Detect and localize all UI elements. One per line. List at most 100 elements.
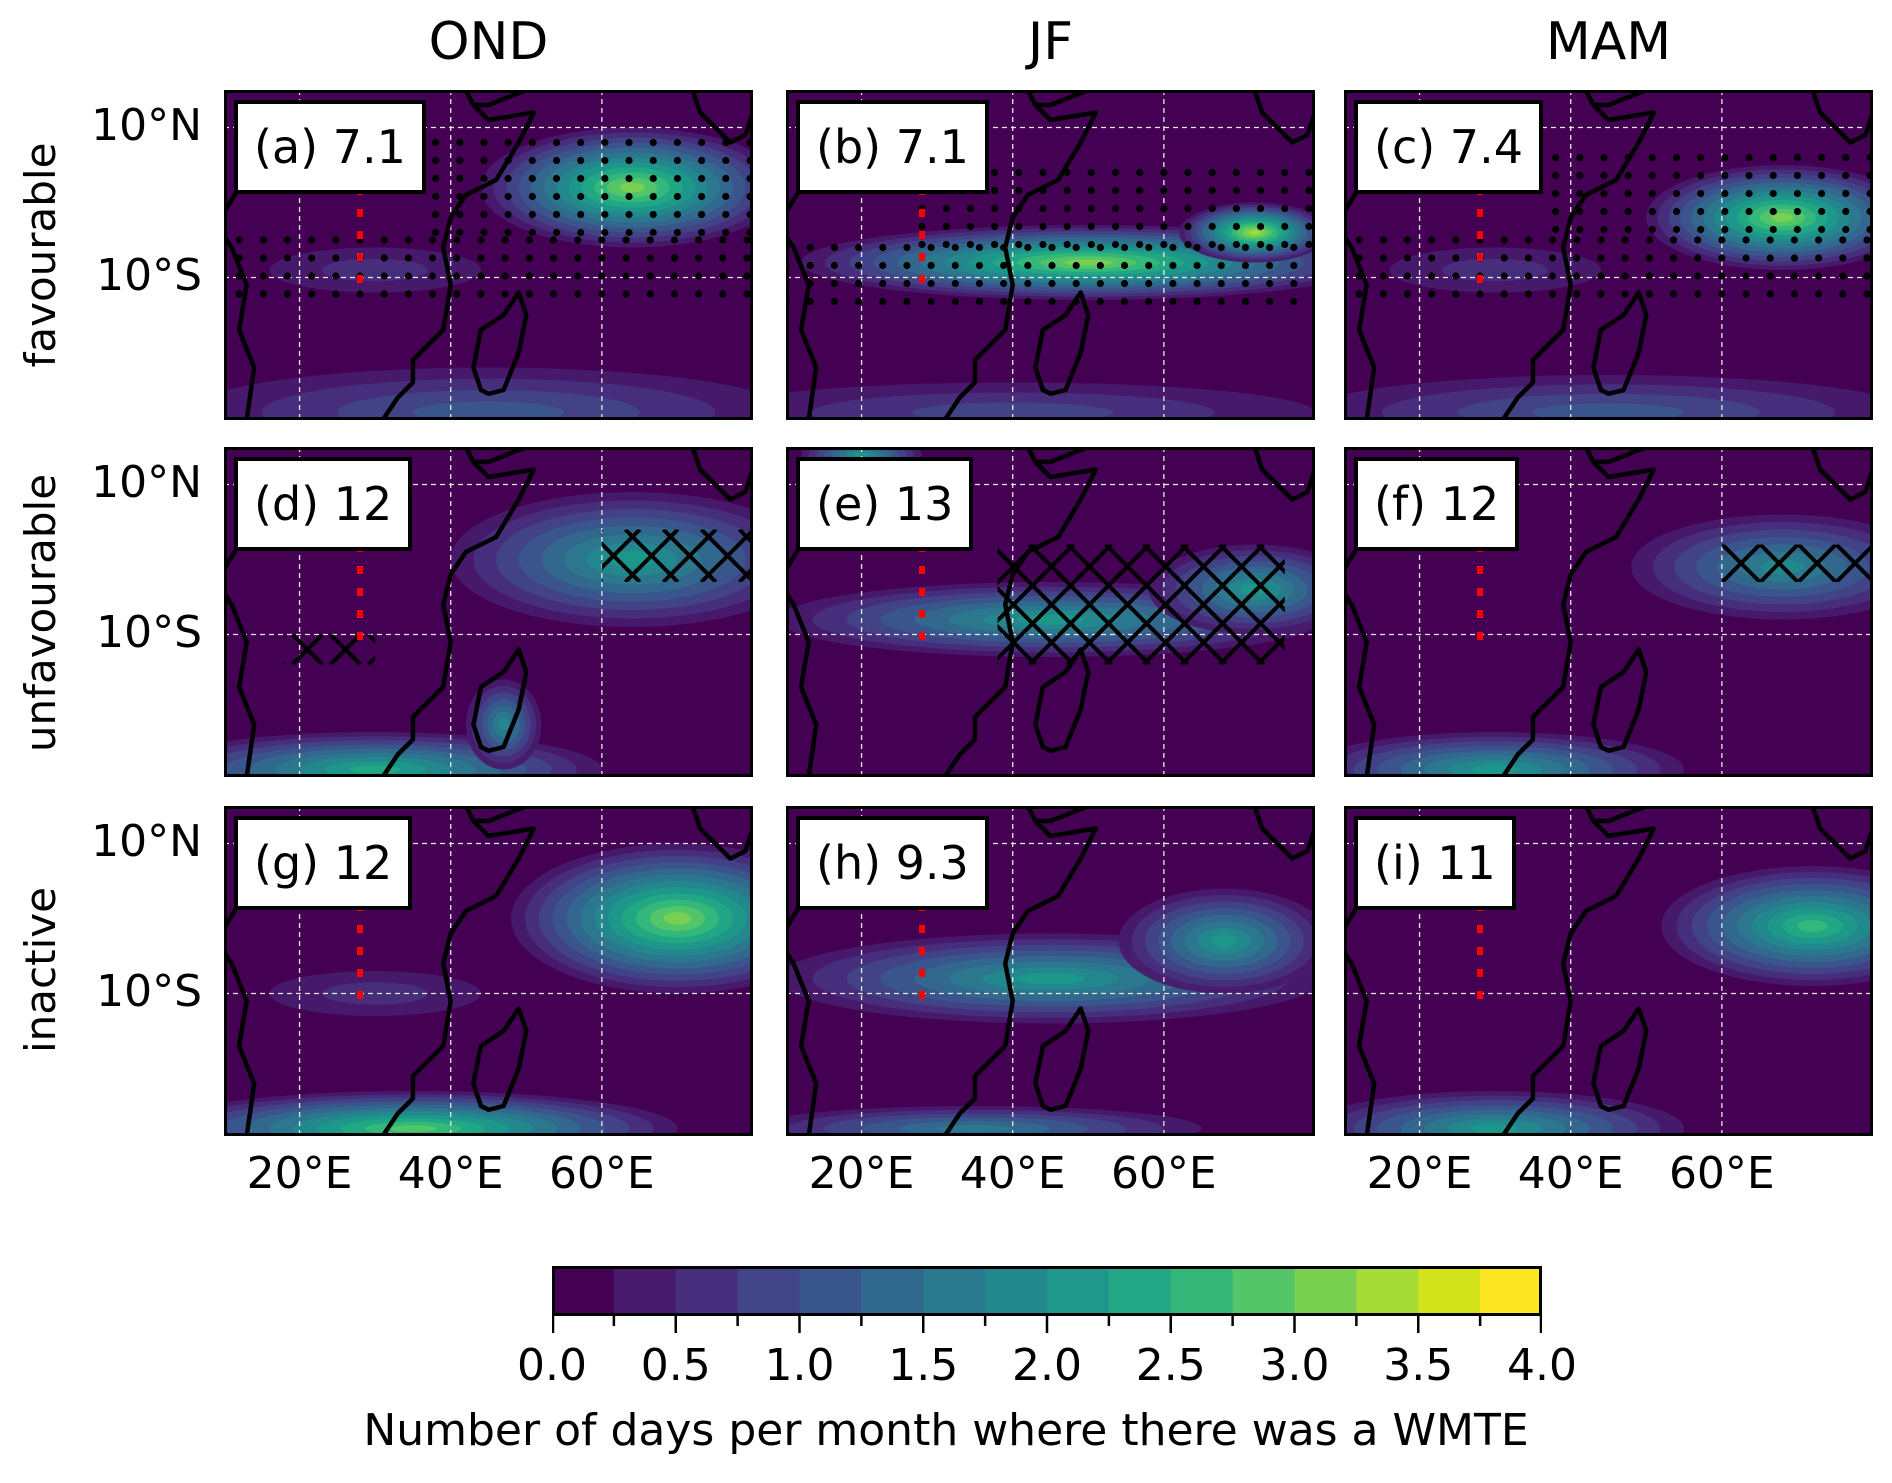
stipple-dot	[1039, 240, 1047, 249]
stipple-dot	[625, 174, 633, 183]
stipple-dot	[1241, 243, 1250, 252]
hatch-line	[997, 623, 1038, 665]
stipple-dot	[722, 228, 730, 237]
stipple-dot	[1290, 297, 1298, 306]
stipple-dot	[1769, 171, 1777, 180]
stipple-dot	[574, 290, 582, 298]
stipple-dot	[601, 192, 609, 201]
stipple-dot	[259, 254, 267, 262]
contour-level	[349, 765, 401, 774]
panel-frame	[224, 806, 753, 1136]
colorbar-tick-label: 1.0	[764, 1340, 835, 1391]
stipple-dot	[670, 290, 679, 298]
stipple-dot	[1256, 204, 1265, 213]
hatch-line	[737, 565, 753, 582]
stipple-dot	[1379, 290, 1387, 298]
stipple-dot	[722, 174, 730, 183]
hatch-line	[329, 634, 362, 665]
stipple-dot	[1672, 207, 1681, 216]
stipple-dot	[432, 228, 440, 237]
stipple-dot	[854, 279, 863, 288]
stipple-dot	[1160, 186, 1168, 195]
coastline-india	[1252, 90, 1315, 145]
stipple-dot	[404, 236, 412, 244]
hatch-line	[1180, 558, 1285, 665]
stipple-dot	[1087, 204, 1095, 213]
stipple-dot	[1863, 272, 1871, 280]
stipple-dot	[1160, 204, 1168, 213]
stipple-dot	[966, 222, 974, 231]
stipple-dot	[1818, 171, 1826, 180]
stipple-dot	[1745, 207, 1753, 216]
stipple-dot	[1669, 290, 1678, 298]
stipple-dot	[1745, 153, 1753, 162]
stipple-dot	[854, 297, 863, 306]
stipple-dot	[622, 254, 630, 262]
stipple-dot	[1718, 272, 1726, 280]
contour-level	[1016, 972, 1085, 985]
map-panel-d: (d) 12	[224, 447, 753, 777]
stipple-dot	[577, 174, 585, 183]
stipple-dot	[1600, 225, 1608, 234]
stipple-dot	[1232, 240, 1241, 249]
stipple-dot	[1597, 254, 1605, 262]
stipple-dot	[1403, 272, 1412, 280]
coastline-africa-east	[380, 806, 537, 1136]
colorbar-tick-label: 2.0	[1012, 1340, 1082, 1391]
coastline-africa-east	[942, 447, 1099, 777]
stipple-dot	[528, 138, 536, 147]
stipple-dot	[903, 297, 911, 306]
stipple-dot	[625, 156, 633, 165]
stipple-dot	[1600, 153, 1608, 162]
panel-label-b: (b) 7.1	[796, 100, 989, 194]
lon-tick-label: 20°E	[1366, 1148, 1473, 1199]
stipple-dot	[673, 156, 682, 165]
colorbar-segment	[923, 1266, 986, 1316]
stipple-dot	[1818, 225, 1826, 234]
stipple-dot	[1769, 207, 1777, 216]
stipple-dot	[1428, 272, 1436, 280]
stipple-dot	[1718, 236, 1726, 244]
stipple-dot	[1169, 297, 1177, 306]
stipple-dot	[743, 254, 751, 262]
stipple-dot	[670, 236, 679, 244]
stipple-dot	[1742, 272, 1750, 280]
stipple-dot	[1232, 186, 1241, 195]
stipple-dot	[1000, 297, 1008, 306]
stipple-dot	[259, 236, 267, 244]
stipple-dot	[1548, 236, 1557, 244]
stipple-dot	[477, 272, 485, 280]
stipple-dot	[1403, 290, 1412, 298]
stipple-dot	[1217, 279, 1225, 288]
lat-tick-label: 10°N	[91, 456, 202, 508]
stipple-dot	[1428, 254, 1436, 262]
stipple-dot	[698, 210, 706, 219]
hatch-line	[1256, 634, 1285, 665]
stipple-dot	[1790, 272, 1799, 280]
stipple-dot	[1266, 297, 1274, 306]
stipple-dot	[1621, 236, 1629, 244]
stipple-dot	[552, 138, 561, 147]
stipple-dot	[1184, 204, 1192, 213]
stipple-dot	[622, 272, 630, 280]
map-panel-e: (e) 13	[786, 447, 1315, 777]
stipple-dot	[1241, 297, 1250, 306]
stipple-dot	[1087, 240, 1095, 249]
stipple-dot	[1305, 204, 1313, 213]
stipple-dot	[1087, 168, 1095, 177]
stipple-dot	[1621, 272, 1629, 280]
stipple-dot	[1672, 153, 1681, 162]
stipple-dot	[477, 254, 485, 262]
stipple-dot	[453, 290, 461, 298]
stipple-dot	[1015, 168, 1023, 177]
coastline-africa-east	[380, 447, 537, 777]
stipple-dot	[380, 236, 388, 244]
stipple-dot	[1096, 279, 1104, 288]
stipple-dot	[1863, 236, 1871, 244]
stipple-dot	[1232, 204, 1241, 213]
stipple-dot	[1305, 240, 1313, 249]
colorbar-segment	[1232, 1266, 1295, 1316]
stipple-dot	[1136, 240, 1144, 249]
column-title-jf: JF	[1027, 12, 1074, 72]
panel-label-h: (h) 9.3	[796, 816, 989, 910]
